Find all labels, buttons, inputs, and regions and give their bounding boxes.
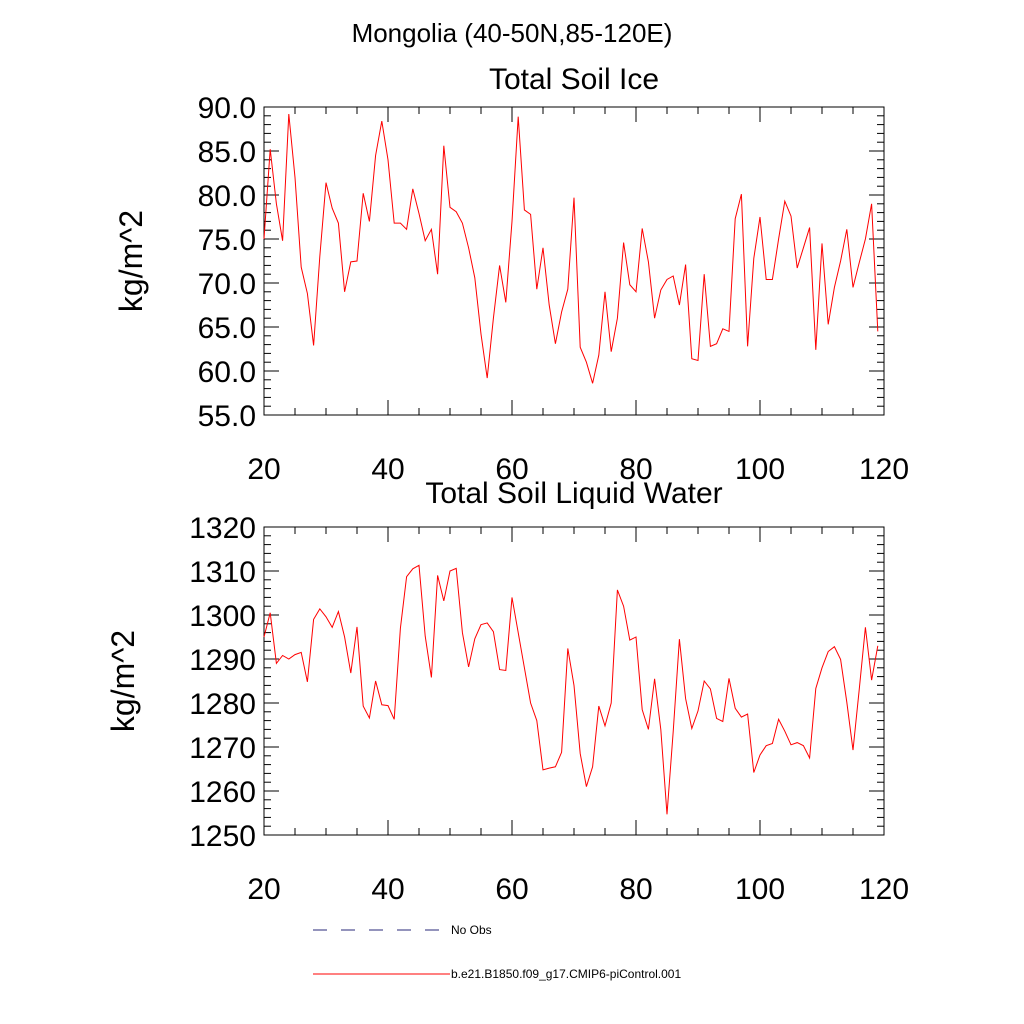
x-tick-label: 60 (495, 453, 528, 486)
y-tick-label: 1320 (189, 512, 256, 545)
y-axis-label: kg/m^2 (113, 210, 149, 312)
panel-total-soil-ice: Total Soil Ice kg/m^2 20 40 60 80 100 120 55.0… (113, 63, 909, 486)
y-tick-label: 70.0 (198, 268, 256, 301)
x-tick-label: 100 (735, 873, 785, 906)
y-tick-label: 1270 (189, 732, 256, 765)
y-tick-label: 75.0 (198, 224, 256, 257)
y-tick-label: 1310 (189, 556, 256, 589)
x-tick-label: 20 (247, 453, 280, 486)
x-tick-label: 60 (495, 873, 528, 906)
y-tick-label: 80.0 (198, 180, 256, 213)
x-tick-label: 20 (247, 873, 280, 906)
y-tick-label: 90.0 (198, 92, 256, 125)
panel-title: Total Soil Liquid Water (425, 477, 722, 510)
x-tick-label: 40 (371, 873, 404, 906)
legend-label-no-obs: No Obs (451, 923, 492, 937)
x-tick-label: 80 (619, 873, 652, 906)
panel-total-soil-liquid-water: Total Soil Liquid Water kg/m^2 20 40 60 80 1… (105, 477, 909, 906)
series-line (263, 564, 879, 815)
y-tick-label: 1280 (189, 688, 256, 721)
y-tick-label: 65.0 (198, 312, 256, 345)
y-tick-label: 1300 (189, 600, 256, 633)
page-title: Mongolia (40-50N,85-120E) (352, 18, 673, 48)
y-axis-label: kg/m^2 (105, 630, 141, 732)
y-tick-label: 1290 (189, 644, 256, 677)
y-tick-label: 85.0 (198, 136, 256, 169)
y-tick-label: 60.0 (198, 356, 256, 389)
y-tick-label: 55.0 (198, 400, 256, 433)
y-tick-label: 1250 (189, 820, 256, 853)
x-tick-label: 120 (859, 453, 909, 486)
y-tick-label: 1260 (189, 776, 256, 809)
legend: No Obs b.e21.B1850.f09_g17.CMIP6-piContr… (313, 923, 681, 981)
legend-label-model-run: b.e21.B1850.f09_g17.CMIP6-piControl.001 (451, 967, 681, 981)
panel-title: Total Soil Ice (489, 63, 659, 96)
plot-frame (263, 526, 885, 836)
series-line (263, 113, 879, 384)
x-tick-label: 40 (371, 453, 404, 486)
x-tick-label: 120 (859, 873, 909, 906)
x-tick-label: 100 (735, 453, 785, 486)
x-tick-label: 80 (619, 453, 652, 486)
